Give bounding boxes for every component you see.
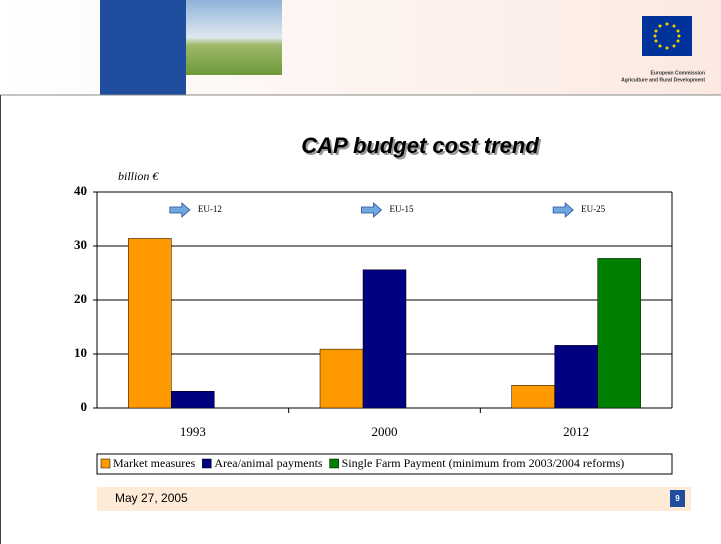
y-tick-label: 30 xyxy=(74,237,87,252)
bar xyxy=(511,385,555,409)
header-photo xyxy=(186,0,282,75)
legend-box xyxy=(96,453,673,475)
x-tick-label: 2012 xyxy=(563,424,589,439)
annotation: EU-25 xyxy=(581,204,605,214)
bar xyxy=(597,258,641,409)
chart-title: CAP budget cost trend xyxy=(301,133,539,158)
logo-text: Agriculture and Rural Development xyxy=(621,77,705,83)
title-shadow: CAP budget cost trend xyxy=(303,135,541,160)
bar xyxy=(319,348,364,409)
legend-swatch xyxy=(329,458,339,469)
bar xyxy=(362,269,407,409)
page-box xyxy=(670,490,685,507)
legend-label: Area/animal payments xyxy=(214,456,323,470)
legend-label: Market measures xyxy=(113,456,196,470)
bar xyxy=(171,391,215,409)
eu-flag xyxy=(642,16,692,56)
y-axis-label: billion € xyxy=(118,169,159,183)
x-tick-label: 1993 xyxy=(180,424,206,439)
annotation-arrow xyxy=(552,202,574,218)
y-tick-label: 40 xyxy=(74,183,87,198)
header-block xyxy=(100,0,186,95)
bar xyxy=(128,238,172,409)
annotation: EU-12 xyxy=(198,204,222,214)
page-number: 9 xyxy=(675,494,680,503)
legend-swatch xyxy=(100,458,111,469)
legend-label: Single Farm Payment (minimum from 2003/2… xyxy=(342,456,625,470)
y-tick-label: 0 xyxy=(81,399,88,414)
bar xyxy=(554,345,598,409)
legend-swatch xyxy=(202,458,212,469)
annotation-arrow xyxy=(361,202,383,218)
y-tick-label: 20 xyxy=(74,291,87,306)
annotation: EU-15 xyxy=(390,204,414,214)
eu-stars xyxy=(653,22,681,50)
annotation-arrow xyxy=(169,202,191,218)
x-tick-label: 2000 xyxy=(372,424,398,439)
footer-date: May 27, 2005 xyxy=(115,491,188,505)
y-tick-label: 10 xyxy=(74,345,87,360)
logo-text: European Commission xyxy=(651,70,705,76)
footer-band xyxy=(97,487,691,511)
